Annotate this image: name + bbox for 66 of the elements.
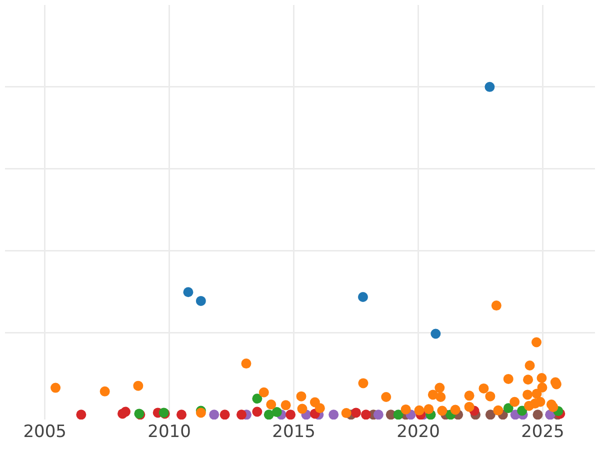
point bbox=[328, 410, 339, 420]
point bbox=[358, 378, 368, 388]
point bbox=[50, 382, 61, 393]
point bbox=[360, 410, 371, 420]
point bbox=[491, 300, 502, 311]
point bbox=[393, 410, 404, 420]
point bbox=[524, 360, 535, 371]
x-tick-label: 2020 bbox=[396, 422, 440, 442]
point bbox=[478, 383, 489, 394]
x-tick-label: 2010 bbox=[148, 422, 191, 442]
point bbox=[532, 337, 542, 348]
point bbox=[241, 358, 252, 369]
point bbox=[381, 392, 392, 402]
point bbox=[503, 374, 514, 384]
point bbox=[286, 410, 296, 420]
point bbox=[183, 287, 194, 298]
point bbox=[530, 398, 540, 409]
point bbox=[493, 405, 504, 416]
point bbox=[537, 382, 548, 392]
x-tick-label: 2005 bbox=[23, 422, 66, 442]
point bbox=[133, 380, 144, 391]
point bbox=[176, 410, 186, 420]
point bbox=[296, 391, 306, 402]
point bbox=[464, 402, 474, 412]
point bbox=[351, 408, 362, 418]
point bbox=[252, 394, 262, 404]
point bbox=[503, 403, 514, 414]
x-tick-label: 2025 bbox=[521, 422, 564, 442]
x-tick-label: 2015 bbox=[272, 422, 316, 442]
point bbox=[220, 410, 230, 420]
point bbox=[517, 406, 528, 416]
point bbox=[464, 390, 474, 401]
point bbox=[297, 404, 308, 414]
point bbox=[76, 410, 86, 420]
point bbox=[258, 387, 269, 398]
point bbox=[450, 404, 460, 415]
point bbox=[430, 328, 441, 339]
point bbox=[196, 296, 206, 306]
point bbox=[485, 410, 496, 420]
point bbox=[510, 396, 520, 407]
point bbox=[264, 410, 274, 420]
point bbox=[532, 410, 543, 420]
point bbox=[341, 408, 352, 418]
point bbox=[209, 410, 220, 420]
point bbox=[536, 372, 547, 383]
point bbox=[236, 410, 246, 420]
point bbox=[548, 402, 558, 412]
point bbox=[280, 400, 291, 410]
point bbox=[414, 405, 424, 416]
point bbox=[358, 292, 368, 302]
point bbox=[100, 386, 110, 396]
point bbox=[266, 400, 276, 410]
point bbox=[120, 406, 130, 417]
point bbox=[522, 390, 533, 400]
point bbox=[434, 382, 445, 393]
point bbox=[436, 392, 446, 402]
point bbox=[523, 374, 534, 385]
point bbox=[424, 404, 434, 414]
point bbox=[485, 391, 496, 402]
point bbox=[484, 82, 495, 92]
point bbox=[437, 406, 448, 416]
point bbox=[252, 406, 262, 417]
point bbox=[272, 407, 282, 418]
point bbox=[400, 404, 411, 414]
point bbox=[373, 410, 384, 420]
point bbox=[314, 403, 325, 414]
